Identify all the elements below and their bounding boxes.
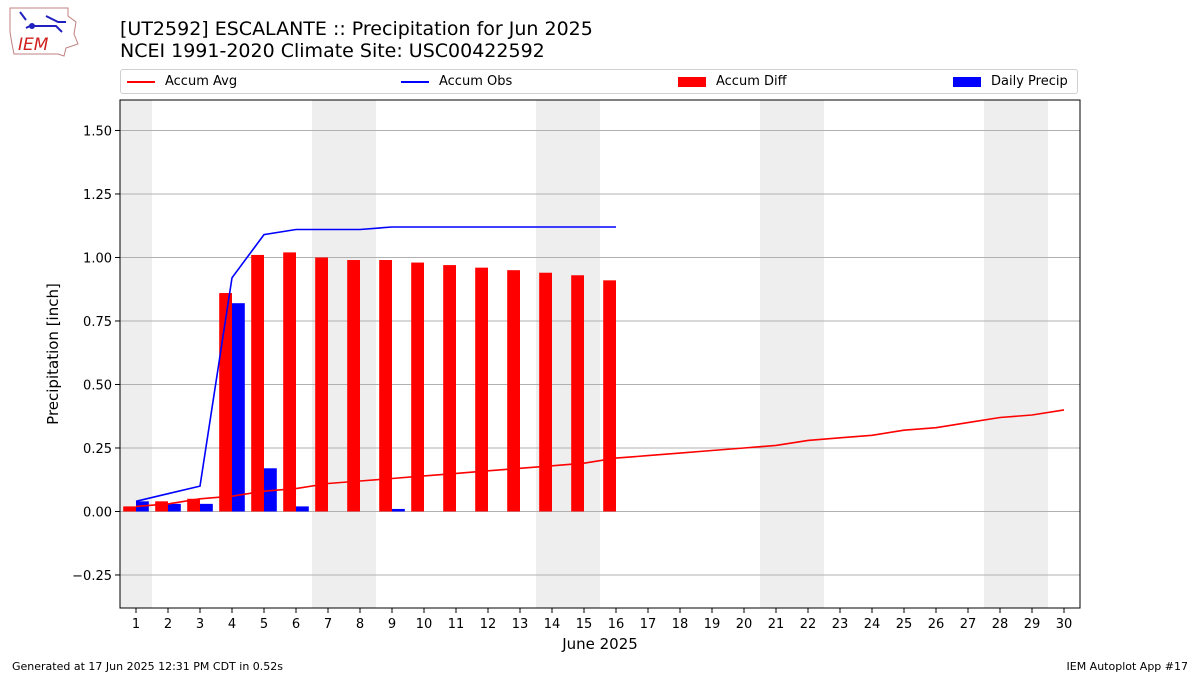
x-tick-label-23: 23: [832, 617, 849, 632]
y-axis-label: Precipitation [inch]: [44, 283, 62, 425]
daily-precip-bar-4: [232, 303, 245, 512]
y-tick-label-6: 1.25: [83, 188, 112, 203]
iem-logo: IEM: [9, 7, 79, 57]
y-tick-label-5: 1.00: [83, 251, 112, 266]
accum-diff-bar-15: [571, 275, 584, 512]
legend-daily-precip: Daily Precip: [953, 70, 1068, 93]
accum-diff-bar-3: [187, 498, 200, 512]
x-tick-label-19: 19: [704, 617, 721, 632]
accum-diff-bar-6: [283, 252, 296, 512]
x-tick-label-27: 27: [960, 617, 977, 632]
x-tick-label-20: 20: [736, 617, 753, 632]
y-tick-label-4: 0.75: [83, 315, 112, 330]
x-tick-label-5: 5: [260, 617, 268, 632]
daily-precip-bar-9: [392, 508, 405, 512]
accum-diff-bar-4: [219, 293, 232, 512]
grid-lines: [120, 129, 1080, 576]
plot-frame: [119, 99, 1081, 609]
weekend-band-28: [984, 100, 1016, 608]
x-tick-label-30: 30: [1056, 617, 1073, 632]
x-tick-label-11: 11: [448, 617, 465, 632]
x-tick-label-25: 25: [896, 617, 913, 632]
accum-diff-bar-12: [475, 267, 488, 512]
weekend-band-29: [1016, 100, 1048, 608]
legend-accum-obs: Accum Obs: [401, 70, 512, 93]
svg-text:IEM: IEM: [18, 35, 49, 55]
x-tick-label-7: 7: [324, 617, 332, 632]
accum-obs-line: [135, 226, 616, 503]
legend-label-daily-precip: Daily Precip: [991, 74, 1068, 89]
x-tick-label-6: 6: [292, 617, 300, 632]
accum-diff-bar-14: [539, 272, 552, 512]
x-tick-label-2: 2: [164, 617, 172, 632]
accum-diff-bar-8: [347, 260, 360, 512]
x-tick-label-15: 15: [576, 617, 593, 632]
legend-label-accum-avg: Accum Avg: [165, 74, 238, 89]
legend-swatch-daily-precip: [953, 76, 981, 87]
accum-diff-bar-7: [315, 257, 328, 512]
legend-swatch-accum-obs: [401, 80, 429, 83]
x-tick-label-3: 3: [196, 617, 204, 632]
accum-diff-bar-2: [155, 501, 168, 512]
legend-swatch-accum-diff: [678, 76, 706, 87]
x-tick-label-22: 22: [800, 617, 817, 632]
y-tick-label-2: 0.25: [83, 442, 112, 457]
y-tick-label-3: 0.50: [83, 378, 112, 393]
chart-legend: Accum Avg Accum Obs Accum Diff Daily Pre…: [120, 69, 1078, 94]
y-tick-label-0: −0.25: [72, 569, 112, 584]
x-axis: 1 2 3 4 5 6 7 8 9 10 11 12 13 14 15 16 17 18 19 20 21 22 23 24 2…: [132, 608, 1072, 632]
daily-precip-bar-2: [168, 503, 181, 512]
x-tick-label-4: 4: [228, 617, 236, 632]
weekend-bands: [120, 100, 1048, 608]
y-tick-label-7: 1.50: [83, 124, 112, 139]
x-tick-label-10: 10: [416, 617, 433, 632]
x-tick-label-13: 13: [512, 617, 529, 632]
x-tick-label-12: 12: [480, 617, 497, 632]
weekend-band-1: [120, 100, 152, 608]
accum-diff-bar-10: [411, 262, 424, 512]
y-tick-label-1: 0.00: [83, 505, 112, 520]
daily-precip-bar-6: [296, 506, 309, 512]
daily-precip-bar-3: [200, 503, 213, 512]
y-axis: −0.25 0.00 0.25 0.50 0.75 1.00 1.25 1.50: [72, 124, 120, 584]
chart-title: [UT2592] ESCALANTE :: Precipitation for …: [120, 18, 593, 62]
app-credit: IEM Autoplot App #17: [1066, 660, 1189, 673]
x-tick-label-8: 8: [356, 617, 364, 632]
weekend-band-21: [760, 100, 792, 608]
generated-timestamp: Generated at 17 Jun 2025 12:31 PM CDT in…: [12, 660, 284, 673]
x-tick-label-16: 16: [608, 617, 625, 632]
accum-diff-bar-13: [507, 270, 520, 512]
x-tick-label-28: 28: [992, 617, 1009, 632]
accum-diff-bar-5: [251, 254, 264, 512]
x-axis-label: June 2025: [561, 635, 638, 653]
accum-diff-bar-11: [443, 265, 456, 512]
x-tick-label-17: 17: [640, 617, 657, 632]
accum-diff-bar-1: [123, 506, 136, 512]
legend-accum-diff: Accum Diff: [678, 70, 787, 93]
x-tick-label-24: 24: [864, 617, 881, 632]
legend-accum-avg: Accum Avg: [127, 70, 237, 93]
accum-diff-bar-16: [603, 280, 616, 512]
title-line-1: [UT2592] ESCALANTE :: Precipitation for …: [120, 18, 593, 40]
lines: [135, 226, 1065, 508]
accum-avg-line: [135, 409, 1065, 508]
accum-diff-bar-9: [379, 260, 392, 512]
title-line-2: NCEI 1991-2020 Climate Site: USC00422592: [120, 40, 545, 62]
legend-swatch-accum-avg: [127, 80, 155, 83]
x-tick-label-14: 14: [544, 617, 561, 632]
bars: [123, 252, 616, 512]
x-tick-label-21: 21: [768, 617, 785, 632]
x-tick-label-26: 26: [928, 617, 945, 632]
x-tick-label-9: 9: [388, 617, 396, 632]
legend-label-accum-obs: Accum Obs: [439, 74, 513, 89]
x-tick-label-29: 29: [1024, 617, 1041, 632]
legend-label-accum-diff: Accum Diff: [716, 74, 787, 89]
x-tick-label-18: 18: [672, 617, 689, 632]
x-tick-label-1: 1: [132, 617, 140, 632]
weekend-band-22: [792, 100, 824, 608]
